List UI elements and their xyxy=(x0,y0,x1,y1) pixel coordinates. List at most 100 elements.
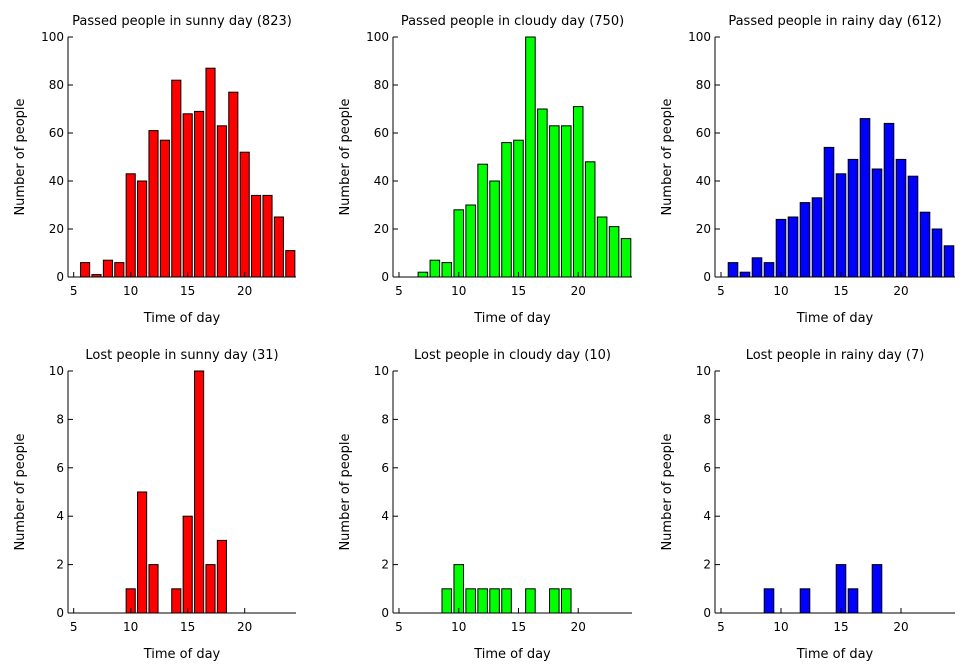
x-tick-label: 10 xyxy=(123,620,138,634)
x-tick-label: 20 xyxy=(893,284,908,298)
x-axis-label: Time of day xyxy=(796,647,874,662)
x-tick-label: 10 xyxy=(451,284,466,298)
y-tick-label: 4 xyxy=(703,509,711,523)
histogram-bar xyxy=(775,218,787,278)
y-tick-label: 0 xyxy=(381,606,389,620)
chart-panel-5: Lost people in cloudy day (10) 0 2 4 6 8 10 5 10… xyxy=(338,348,632,662)
y-tick-label: 20 xyxy=(374,222,389,236)
y-tick-label: 40 xyxy=(696,174,711,188)
histogram-bar xyxy=(239,151,250,278)
chart-panel-4: Lost people in sunny day (31) 0 2 4 6 8 10 5 10 1… xyxy=(13,348,296,662)
y-tick-label: 80 xyxy=(696,78,711,92)
x-tick-label: 15 xyxy=(511,620,526,634)
histogram-bar xyxy=(441,262,453,278)
y-tick-label: 0 xyxy=(56,270,64,284)
y-axis-label: Number of people xyxy=(338,433,353,550)
chart-title: Passed people in cloudy day (750) xyxy=(401,14,624,29)
y-axis-label: Number of people xyxy=(338,98,353,215)
histogram-bar xyxy=(216,539,227,614)
histogram-bar xyxy=(501,588,512,614)
histogram-bar xyxy=(477,163,488,278)
histogram-bar xyxy=(883,122,895,278)
x-axis-label: Time of day xyxy=(473,647,551,662)
histogram-bar xyxy=(871,564,883,614)
y-tick-label: 60 xyxy=(49,126,64,140)
x-tick-label: 10 xyxy=(451,620,466,634)
chart-title: Lost people in sunny day (31) xyxy=(85,348,278,363)
y-axis-label: Number of people xyxy=(660,433,675,550)
y-tick-label: 0 xyxy=(381,270,389,284)
histogram-bar xyxy=(943,245,955,278)
histogram-bar xyxy=(847,158,859,278)
histogram-bar xyxy=(739,271,751,278)
y-tick-label: 2 xyxy=(56,558,64,572)
histogram-bar xyxy=(194,370,205,614)
histogram-bar xyxy=(489,180,500,278)
y-tick-label: 6 xyxy=(703,461,711,475)
histogram-bar xyxy=(549,588,560,614)
histogram-bar xyxy=(763,588,775,614)
chart-panel-3: Passed people in rainy day (612) 0 20 40 60 8… xyxy=(660,14,955,326)
y-tick-label: 10 xyxy=(49,364,64,378)
histogram-bar xyxy=(205,564,216,614)
histogram-bar xyxy=(572,106,584,278)
histogram-bar xyxy=(596,216,608,278)
histogram-bar xyxy=(799,588,811,614)
histogram-bar xyxy=(429,259,441,278)
x-tick-label: 10 xyxy=(773,284,788,298)
x-tick-label: 5 xyxy=(70,284,78,298)
histogram-bar xyxy=(584,161,596,278)
histogram-bar xyxy=(847,588,859,614)
histogram-bar xyxy=(931,228,943,278)
x-tick-label: 15 xyxy=(833,620,848,634)
histogram-bar xyxy=(262,194,273,278)
y-tick-label: 4 xyxy=(56,509,64,523)
y-tick-label: 4 xyxy=(381,509,389,523)
histogram-bar xyxy=(125,173,136,278)
y-tick-label: 20 xyxy=(49,222,64,236)
x-tick-label: 10 xyxy=(773,620,788,634)
histogram-bar xyxy=(835,564,847,614)
y-tick-label: 20 xyxy=(696,222,711,236)
x-axis-label: Time of day xyxy=(796,311,874,326)
histogram-bar xyxy=(182,515,193,614)
x-tick-label: 15 xyxy=(180,284,195,298)
y-tick-label: 10 xyxy=(374,364,389,378)
histogram-bar xyxy=(194,110,205,278)
histogram-bar xyxy=(489,588,500,614)
x-tick-label: 20 xyxy=(237,620,252,634)
histogram-bar xyxy=(823,146,835,278)
histogram-bar xyxy=(608,226,620,278)
histogram-bar xyxy=(525,588,536,614)
x-axis-label: Time of day xyxy=(473,311,551,326)
y-tick-label: 60 xyxy=(374,126,389,140)
histogram-bar xyxy=(441,588,453,614)
histogram-bar xyxy=(537,108,548,278)
x-tick-label: 15 xyxy=(180,620,195,634)
y-tick-label: 6 xyxy=(56,461,64,475)
histogram-bar xyxy=(525,36,536,278)
y-tick-label: 2 xyxy=(703,558,711,572)
chart-title: Passed people in rainy day (612) xyxy=(728,14,941,29)
histogram-bar xyxy=(102,259,113,278)
y-tick-label: 2 xyxy=(381,558,389,572)
histogram-bar xyxy=(148,564,159,614)
histogram-bar xyxy=(228,91,239,278)
y-tick-label: 8 xyxy=(56,412,64,426)
histogram-bar xyxy=(216,125,227,278)
y-tick-label: 8 xyxy=(703,412,711,426)
histogram-bar xyxy=(811,197,823,278)
y-tick-label: 8 xyxy=(381,412,389,426)
histogram-bar xyxy=(171,79,182,278)
x-axis-label: Time of day xyxy=(143,647,221,662)
histogram-bar xyxy=(182,113,193,278)
x-tick-label: 10 xyxy=(123,284,138,298)
y-axis-label: Number of people xyxy=(660,98,675,215)
x-tick-label: 5 xyxy=(717,284,725,298)
y-tick-label: 10 xyxy=(696,364,711,378)
histogram-bar xyxy=(159,139,170,278)
x-tick-label: 20 xyxy=(571,620,586,634)
histogram-bar xyxy=(453,564,465,614)
histogram-bar xyxy=(465,588,476,614)
